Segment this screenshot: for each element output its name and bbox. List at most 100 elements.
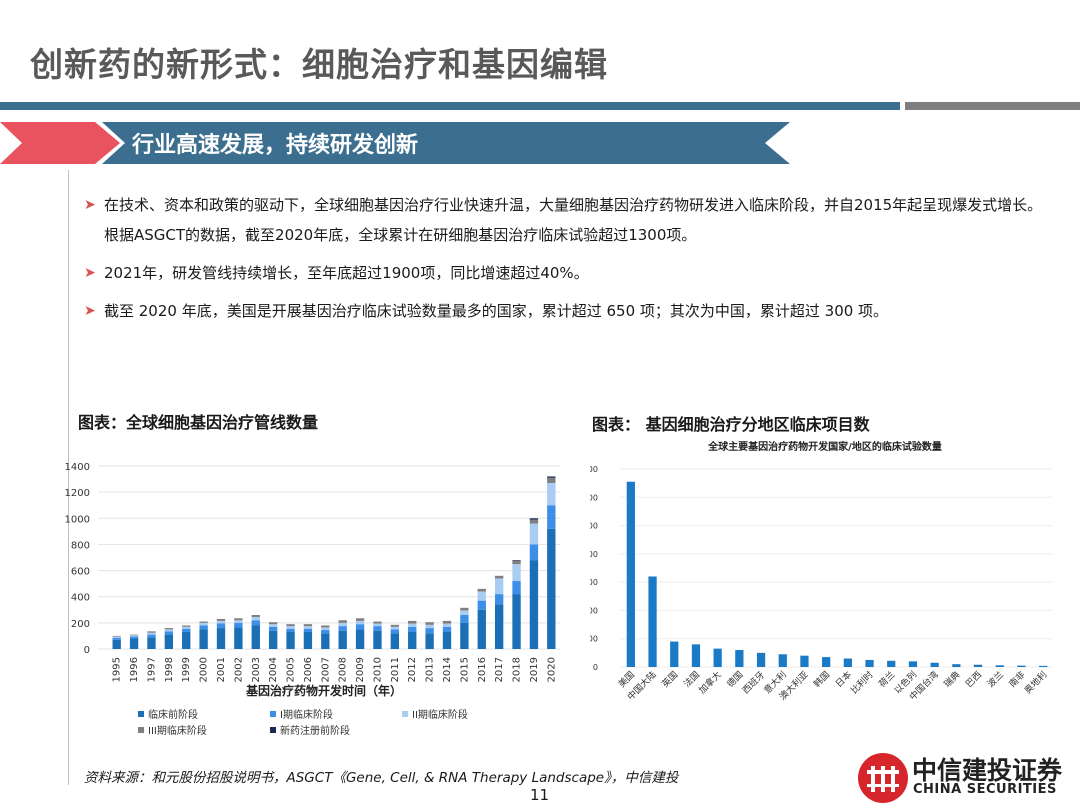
bar-segment (216, 623, 226, 629)
bar-segment (425, 624, 434, 629)
x-tick-label: 加拿大 (696, 669, 724, 697)
x-tick-label: 1997 (146, 657, 157, 682)
bar-segment (164, 629, 174, 632)
bar-segment (268, 622, 278, 625)
bar-segment (147, 637, 156, 649)
page-title: 创新药的新形式：细胞治疗和基因编辑 (30, 45, 608, 84)
x-tick-label: 2004 (268, 657, 279, 682)
bar-segment (373, 626, 382, 631)
bar-segment (268, 630, 278, 649)
bar-segment (286, 626, 295, 629)
x-tick-label: 1998 (164, 657, 175, 682)
bar-segment (512, 564, 521, 582)
legend-swatch (138, 727, 144, 733)
x-tick-label: 1996 (129, 657, 140, 682)
bar-segment (442, 620, 452, 624)
x-tick-label: 2014 (442, 657, 453, 682)
bar-segment (338, 620, 347, 623)
bar-segment (182, 625, 191, 627)
bar-segment (338, 626, 347, 631)
bar-segment (147, 634, 156, 638)
bar-segment (425, 622, 434, 625)
bar-segment (147, 631, 156, 633)
bar (691, 644, 701, 667)
bar (800, 655, 809, 667)
bar-segment (338, 622, 347, 627)
x-tick-label: 2000 (199, 657, 210, 682)
bar-segment (494, 575, 504, 579)
bar-segment (355, 620, 365, 625)
bar-segment (147, 632, 156, 635)
bar-segment (321, 627, 330, 631)
y-tick-label: 1200 (65, 488, 90, 499)
bar (930, 662, 939, 667)
x-tick-label: 2015 (459, 657, 470, 682)
bar-segment (477, 588, 486, 592)
chart1-title: 图表：全球细胞基因治疗管线数量 (78, 413, 319, 432)
bar-segment (112, 635, 121, 637)
bar-segment (321, 625, 330, 628)
bullet-list: ➤ 在技术、资本和政策的驱动下，全球细胞基因治疗行业快速升温，大量细胞基因治疗药… (84, 190, 1044, 334)
bar-segment (303, 626, 313, 629)
bar-segment (390, 626, 400, 630)
x-tick-label: 波兰 (985, 669, 1006, 690)
arrow-icon: ➤ (84, 197, 96, 213)
bar-segment (164, 631, 174, 635)
bar-segment (529, 560, 539, 649)
bar-segment (390, 629, 400, 634)
x-tick-label: 2018 (512, 657, 523, 682)
bar-segment (199, 629, 208, 649)
x-axis-label: 基因治疗药物开发时间（年） (245, 683, 402, 698)
bar-segment (547, 528, 556, 649)
legend-label: II期临床阶段 (412, 708, 468, 721)
bar-segment (390, 624, 400, 627)
bar-segment (408, 626, 417, 633)
bar-segment (494, 578, 504, 595)
left-divider (68, 170, 69, 785)
bar-segment (460, 607, 469, 611)
bar-segment (355, 624, 365, 630)
bar (887, 660, 896, 667)
bar-segment (129, 638, 139, 649)
x-tick-label: 2007 (320, 657, 331, 682)
bar-segment (373, 630, 382, 649)
bar-segment (234, 622, 243, 628)
bar (908, 661, 918, 667)
bar-segment (164, 628, 174, 630)
bar (995, 665, 1004, 667)
bar-segment (182, 626, 191, 629)
bar-segment (425, 628, 434, 634)
x-tick-label: 2010 (372, 657, 383, 682)
bar-segment (477, 600, 486, 610)
bar (735, 650, 744, 667)
arrow-icon: ➤ (84, 303, 96, 319)
bar-segment (251, 616, 260, 621)
x-tick-label: 2003 (251, 657, 262, 682)
bar-segment (234, 627, 243, 649)
bar (973, 664, 983, 667)
bar-segment (129, 636, 139, 639)
bar-segment (268, 624, 278, 627)
bullet-text: 2021年，研发管线持续增长，至年底超过1900项，同比增速超过40%。 (104, 264, 589, 282)
y-tick-label: 0 (593, 663, 598, 672)
title-underline-grey (905, 102, 1080, 110)
bar-segment (355, 618, 365, 621)
y-tick-label: 300 (590, 578, 598, 587)
bar (670, 641, 679, 667)
page-number: 11 (530, 786, 550, 804)
bar-segment (355, 629, 365, 649)
bar-segment (408, 632, 417, 649)
bar-segment (286, 624, 295, 627)
x-tick-label: 英国 (659, 669, 680, 690)
bar (778, 654, 787, 667)
section-ribbon (0, 122, 790, 164)
bar-segment (321, 633, 330, 649)
bar-segment (234, 618, 243, 621)
y-tick-label: 600 (71, 567, 90, 578)
title-underline-blue (0, 102, 900, 110)
bar-segment (547, 476, 556, 478)
bar (648, 576, 657, 667)
x-tick-label: 2005 (286, 657, 297, 682)
bar-segment (129, 635, 139, 637)
bar-segment (373, 623, 382, 627)
